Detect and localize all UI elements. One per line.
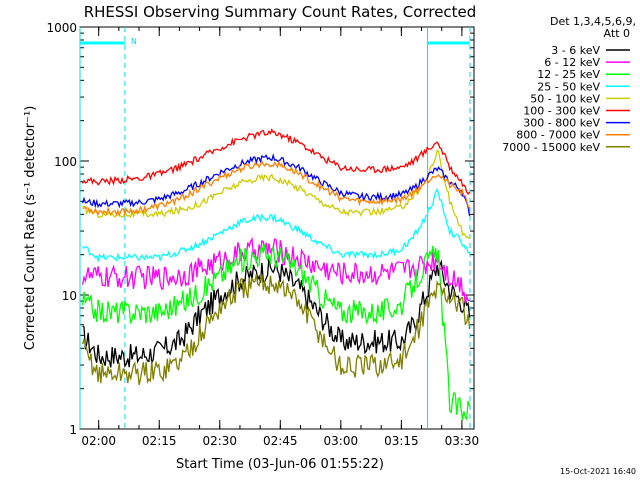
x-tick-label: 03:15 — [384, 434, 419, 448]
legend-label: 300 - 800 keV — [523, 117, 600, 130]
footer-timestamp: 15-Oct-2021 16:40 — [560, 467, 636, 476]
series-line-8 — [81, 274, 471, 386]
series-line-1 — [81, 236, 470, 304]
legend-label: 100 - 300 keV — [523, 105, 600, 118]
x-tick-label: 02:30 — [202, 434, 237, 448]
series-line-0 — [82, 257, 471, 368]
series-line-4 — [82, 149, 471, 240]
legend-label: 3 - 6 keV — [551, 44, 600, 57]
legend-header-line-2: Att 0 — [604, 27, 630, 40]
legend-label: 12 - 25 keV — [537, 68, 600, 81]
legend-label: 800 - 7000 keV — [516, 129, 600, 142]
y-tick-label: 10 — [62, 289, 77, 303]
y-axis-label: Corrected Count Rate (s⁻¹ detector⁻¹) — [23, 106, 38, 351]
y-tick-label: 1 — [69, 423, 77, 437]
y-tick-label: 1000 — [46, 21, 77, 35]
x-tick-label: 03:30 — [445, 434, 480, 448]
series-line-2 — [81, 244, 471, 421]
legend-label: 25 - 50 keV — [537, 80, 600, 93]
y-tick-label: 100 — [54, 155, 77, 169]
legend-label: 7000 - 15000 keV — [502, 141, 600, 154]
series-line-6 — [81, 153, 471, 217]
x-tick-label: 02:15 — [142, 434, 177, 448]
legend-label: 6 - 12 keV — [544, 56, 600, 69]
series-line-3 — [82, 187, 470, 263]
series-line-5 — [82, 128, 471, 195]
x-tick-label: 02:00 — [81, 434, 116, 448]
plot-area: 1 10 100 1000 02:00 02:15 02:30 02:45 03:00 03:15… — [46, 21, 479, 448]
flag-label: N — [131, 37, 137, 46]
chart-title: RHESSI Observing Summary Count Rates, Co… — [84, 3, 477, 21]
legend-label: 50 - 100 keV — [530, 92, 600, 105]
legend-header-line-1: Det 1,3,4,5,6,9, — [550, 15, 636, 28]
series-line-7 — [82, 159, 471, 217]
x-axis-label: Start Time (03-Jun-06 01:55:22) — [176, 457, 384, 472]
x-tick-label: 03:00 — [324, 434, 359, 448]
x-tick-label: 02:45 — [263, 434, 298, 448]
